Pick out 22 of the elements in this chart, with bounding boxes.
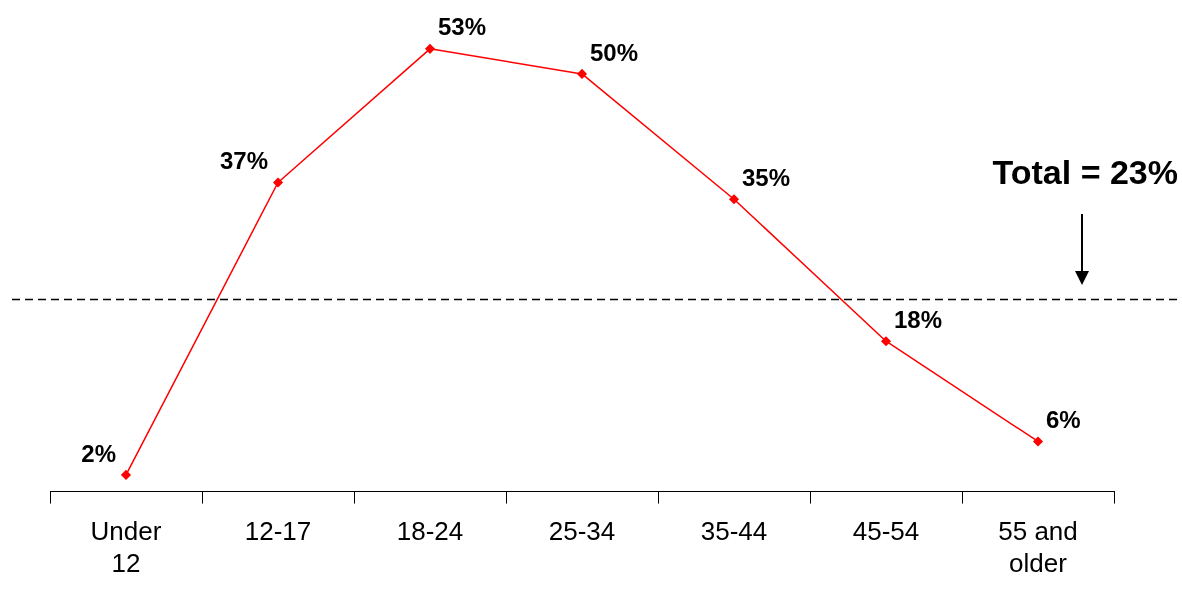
data-label: 53%	[438, 13, 487, 41]
point	[1033, 436, 1043, 447]
x-tick-label: 25-34	[548, 516, 616, 547]
data-label: 37%	[219, 147, 268, 175]
point	[729, 194, 739, 204]
data-label: 35%	[742, 163, 791, 191]
data-label: 6%	[1046, 406, 1081, 434]
x-tick-label: 12-17	[244, 516, 312, 547]
x-tick-label: Under 12	[90, 516, 162, 578]
ref-line-label: Total = 23%	[992, 152, 1178, 191]
point	[881, 336, 891, 346]
data-label: 50%	[590, 38, 639, 66]
point	[273, 177, 283, 188]
point	[577, 69, 587, 79]
data-label: 18%	[894, 305, 943, 333]
x-tick-label: 55 and older	[998, 516, 1078, 578]
x-tick-label: 18-24	[396, 516, 464, 547]
point	[425, 44, 435, 54]
data-label: 2%	[81, 439, 116, 467]
point	[121, 470, 131, 480]
x-tick-label: 35-44	[700, 516, 768, 547]
x-tick-label: 45-54	[852, 516, 920, 547]
